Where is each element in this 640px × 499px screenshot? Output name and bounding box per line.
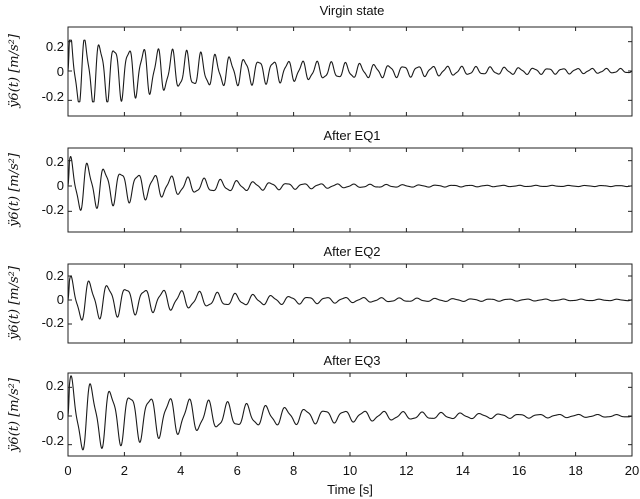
y-axis-label: ÿ6(t) [m/s²] xyxy=(7,152,22,228)
x-tick-label: 4 xyxy=(177,463,184,478)
y-tick-label: 0.2 xyxy=(46,154,64,169)
y-tick-label: 0.2 xyxy=(46,378,64,393)
plot-frame xyxy=(67,372,633,457)
plot-frame xyxy=(67,147,633,233)
x-tick-label: 20 xyxy=(625,463,639,478)
x-tick-label: 6 xyxy=(234,463,241,478)
x-tick-label: 10 xyxy=(343,463,357,478)
plot-frame xyxy=(67,26,633,117)
x-tick-label: 2 xyxy=(121,463,128,478)
y-tick-label: 0 xyxy=(57,292,64,307)
signal-line xyxy=(67,39,633,103)
panel-after-eq1: After EQ1 0.2 0 -0.2 ÿ6(t) [m/s²] xyxy=(7,128,633,233)
panel-title: After EQ2 xyxy=(323,244,380,259)
y-tick-label: -0.2 xyxy=(42,315,64,330)
signal-line xyxy=(67,375,633,451)
x-axis-ticks: 0 2 4 6 8 10 12 14 16 18 20 xyxy=(64,463,639,478)
x-tick-label: 12 xyxy=(399,463,413,478)
x-tick-label: 0 xyxy=(64,463,71,478)
y-tick-label: -0.2 xyxy=(42,433,64,448)
x-axis-label: Time [s] xyxy=(327,482,373,497)
y-tick-label: 0 xyxy=(57,64,64,79)
signal-line xyxy=(67,155,633,211)
y-tick-label: 0 xyxy=(57,408,64,423)
panel-after-eq2: After EQ2 0.2 0 -0.2 ÿ6(t) [m/s²] xyxy=(7,244,633,344)
panel-title: Virgin state xyxy=(320,3,385,18)
panel-title: After EQ1 xyxy=(323,128,380,143)
plot-frame xyxy=(67,263,633,344)
y-tick-label: 0 xyxy=(57,178,64,193)
y-axis-label: ÿ6(t) [m/s²] xyxy=(7,377,22,453)
x-tick-label: 14 xyxy=(456,463,470,478)
x-tick-label: 16 xyxy=(512,463,526,478)
y-tick-label: 0.2 xyxy=(46,39,64,54)
x-tick-label: 8 xyxy=(290,463,297,478)
y-tick-label: 0.2 xyxy=(46,268,64,283)
y-tick-label: -0.2 xyxy=(42,202,64,217)
panel-title: After EQ3 xyxy=(323,353,380,368)
panel-virgin-state: Virgin state 0.2 0 -0.2 ÿ6(t) [m/s²] xyxy=(7,3,633,117)
y-tick-label: -0.2 xyxy=(42,89,64,104)
x-tick-label: 18 xyxy=(568,463,582,478)
panel-after-eq3: After EQ3 0.2 0 -0.2 ÿ6(t) [m/s²] 0 2 4 6 8 1… xyxy=(7,353,639,497)
signal-line xyxy=(67,275,633,321)
y-axis-label: ÿ6(t) [m/s²] xyxy=(7,33,22,109)
y-axis-label: ÿ6(t) [m/s²] xyxy=(7,265,22,341)
